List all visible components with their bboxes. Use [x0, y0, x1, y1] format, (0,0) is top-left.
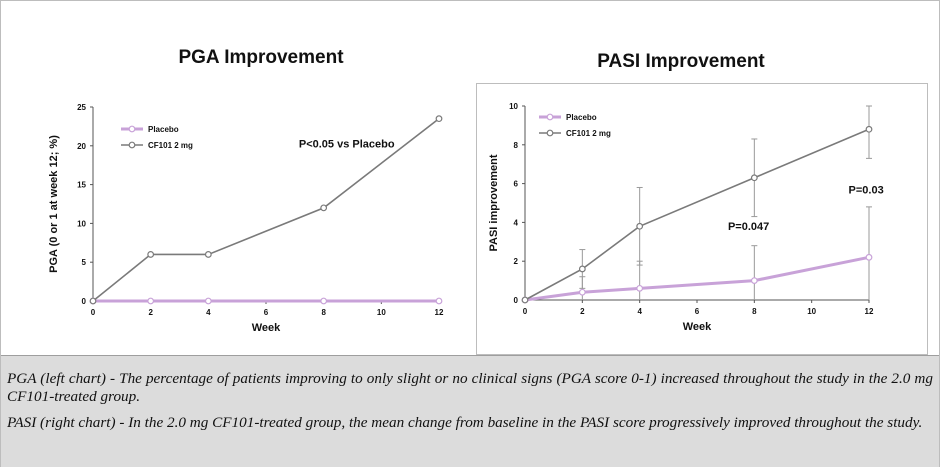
legend-label: CF101 2 mg: [148, 141, 193, 150]
x-axis-title: Week: [683, 321, 712, 333]
data-point: [320, 297, 328, 305]
x-tick-label: 4: [637, 307, 642, 316]
data-point: [435, 115, 443, 123]
x-tick-label: 2: [580, 307, 585, 316]
y-tick-label: 10: [509, 102, 518, 111]
series-line-placebo: [524, 255, 870, 302]
y-tick-label: 5: [82, 258, 87, 267]
caption-pga-text: PGA (left chart) - The percentage of pat…: [7, 370, 933, 405]
annotation-label: P=0.03: [849, 184, 884, 196]
legend-label: Placebo: [148, 125, 179, 134]
x-axis-title: Week: [252, 322, 281, 334]
x-tick-label: 6: [264, 308, 269, 317]
data-point: [578, 265, 586, 273]
data-point: [750, 174, 758, 182]
x-tick-label: 8: [752, 307, 757, 316]
pga-chart-title: PGA Improvement: [178, 47, 344, 68]
y-tick-label: 8: [514, 141, 519, 150]
data-point: [89, 297, 97, 305]
x-tick-label: 2: [148, 308, 153, 317]
data-point: [204, 251, 212, 258]
legend-label: CF101 2 mg: [566, 129, 611, 138]
y-tick-label: 0: [82, 297, 87, 306]
data-point: [204, 297, 212, 305]
y-tick-label: 25: [77, 103, 86, 112]
data-point: [147, 297, 155, 305]
annotation-label: P<0.05 vs Placebo: [299, 138, 395, 150]
series-line-cf101-2-mg: [524, 128, 870, 301]
pga-chart: 0 2 4 6 8 10 12 0 5 10 15 20 25 Week PGA (0 or 1 at we…: [48, 103, 444, 334]
y-tick-label: 4: [514, 218, 519, 227]
y-tick-label: 2: [514, 257, 519, 266]
error-bar: [636, 260, 643, 300]
x-tick-label: 0: [523, 307, 528, 316]
x-tick-label: 12: [435, 308, 444, 317]
annotation-label: P=0.047: [728, 221, 769, 233]
legend-swatch-marker: [128, 125, 136, 133]
x-tick-label: 10: [377, 308, 386, 317]
error-bar: [866, 206, 872, 300]
data-point: [865, 125, 873, 133]
data-point: [578, 288, 586, 296]
legend-swatch-marker: [546, 129, 554, 137]
data-point: [147, 251, 155, 258]
legend-swatch-marker: [546, 113, 554, 121]
legend-label: Placebo: [566, 113, 597, 122]
data-point: [750, 277, 758, 285]
y-axis-title: PGA (0 or 1 at week 12; %): [48, 135, 60, 273]
pga-chart-panel: 0 2 4 6 8 10 12 0 5 10 15 20 25 Week PGA (0 or 1 at we…: [5, 77, 467, 355]
legend-swatch-marker: [128, 141, 136, 149]
error-bar: [751, 245, 758, 300]
y-tick-label: 20: [77, 142, 86, 151]
data-point: [320, 204, 328, 212]
x-tick-label: 4: [206, 308, 211, 317]
x-tick-label: 6: [695, 307, 700, 316]
data-point: [521, 296, 529, 304]
x-tick-label: 10: [807, 307, 816, 316]
y-tick-label: 6: [514, 180, 519, 189]
data-point: [636, 284, 644, 292]
pasi-chart-title: PASI Improvement: [597, 51, 765, 72]
x-tick-label: 12: [865, 307, 874, 316]
pasi-chart-panel: 0 2 4 6 8 10 12 0 2 4 6 8 10 Week PASI improvement Plac…: [476, 83, 928, 355]
x-tick-label: 0: [91, 308, 96, 317]
y-tick-label: 0: [514, 296, 519, 305]
figure-caption: PGA (left chart) - The percentage of pat…: [1, 355, 939, 467]
data-point: [435, 297, 443, 305]
data-point: [865, 253, 873, 261]
y-tick-label: 10: [77, 219, 86, 228]
pasi-chart: 0 2 4 6 8 10 12 0 2 4 6 8 10 Week PASI improvement Plac…: [488, 102, 884, 333]
y-tick-label: 15: [77, 181, 86, 190]
x-tick-label: 8: [321, 308, 326, 317]
caption-pasi-text: PASI (right chart) - In the 2.0 mg CF101…: [7, 414, 923, 431]
data-point: [636, 222, 644, 230]
y-axis-title: PASI improvement: [488, 154, 500, 251]
